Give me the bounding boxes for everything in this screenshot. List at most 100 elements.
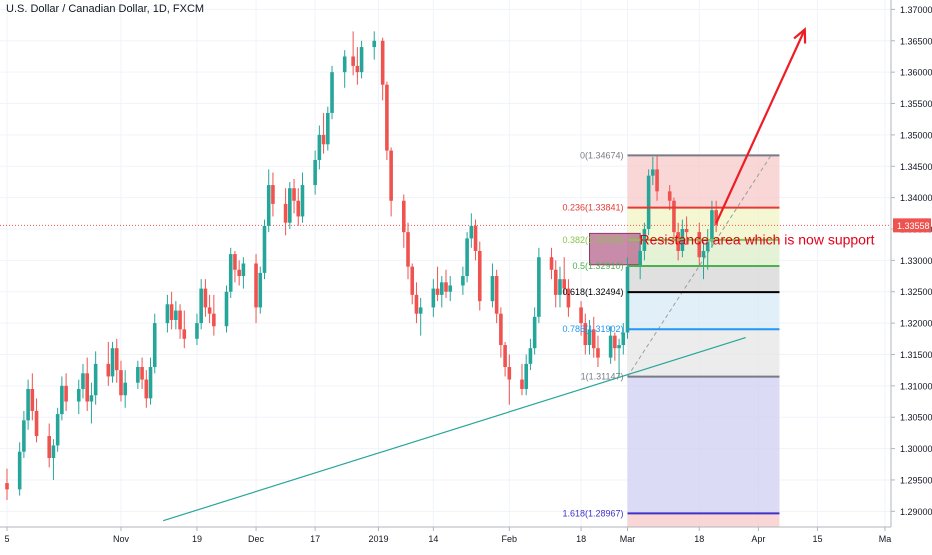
candle (553, 260, 558, 308)
fib-level-label: 0.5(1.32910) (572, 261, 623, 271)
candle (562, 257, 566, 295)
candle-body (76, 388, 81, 402)
candle-body (439, 282, 444, 295)
fib-level-label: 1.618(1.28967) (562, 508, 623, 518)
candle-body (203, 288, 208, 308)
candle-body (317, 134, 322, 160)
candle-body (473, 225, 478, 251)
x-tick-label: 18 (694, 534, 704, 544)
candle-body (667, 191, 672, 201)
candle-body (81, 373, 85, 389)
candle-body (233, 254, 237, 270)
candle (199, 279, 203, 330)
y-tick-label: 1.31000 (900, 381, 932, 391)
candle-body (710, 210, 714, 242)
candle-body (89, 395, 94, 402)
candle-body (148, 367, 153, 399)
candle (410, 263, 415, 305)
candle-body (435, 288, 440, 295)
candle (608, 326, 613, 364)
candle (212, 294, 216, 336)
fib-zone-band (627, 513, 780, 527)
x-tick-label: 15 (812, 534, 822, 544)
candle (617, 338, 621, 377)
candle-body (646, 175, 651, 229)
candle-body (178, 310, 182, 330)
candle-body (266, 185, 271, 226)
candle-body (587, 329, 592, 346)
candle-body (207, 307, 212, 314)
projection-arrow-head (793, 27, 807, 44)
candle-body (676, 232, 680, 251)
candle-body (532, 316, 537, 349)
candle-body (469, 225, 474, 239)
candle-body (410, 266, 415, 295)
candle (148, 357, 153, 405)
resistance-zone (589, 232, 641, 266)
candle (477, 241, 482, 311)
candle (110, 341, 115, 383)
candle (351, 31, 355, 76)
fib-level-label: 1(1.31147) (581, 372, 624, 382)
candle-body (283, 203, 288, 223)
x-tick-label: 18 (576, 534, 586, 544)
candle-body (583, 323, 588, 346)
y-tick-label: 1.36500 (900, 36, 932, 46)
candle (418, 298, 423, 336)
candle-body (144, 379, 149, 399)
candle (558, 266, 562, 308)
candle (136, 360, 140, 389)
candle-body (199, 288, 203, 324)
candle (47, 423, 52, 468)
candle-body (528, 348, 533, 364)
fib-level-label: 0.236(1.33841) (562, 203, 623, 213)
candle-body (212, 313, 216, 327)
candle (701, 241, 706, 280)
y-tick-label: 1.32500 (900, 287, 932, 297)
candle (266, 169, 271, 233)
fib-levels: 0(1.34674) 0.236(1.33841) 0.382(1.33326) 0.… (562, 150, 780, 518)
candle-body (448, 285, 453, 292)
candle (549, 247, 554, 280)
candle (435, 266, 440, 302)
candle-body (228, 254, 233, 292)
candle-body (165, 304, 170, 324)
y-axis-panel (891, 0, 932, 550)
candle (26, 379, 30, 430)
candle-body (372, 40, 377, 48)
y-tick-label: 1.33000 (900, 256, 932, 266)
candle (401, 194, 406, 248)
candle (313, 150, 317, 195)
candle (528, 338, 533, 371)
candle-body (321, 134, 326, 145)
candle (469, 213, 474, 248)
candle (705, 228, 710, 270)
candle (697, 222, 702, 267)
candle (326, 106, 330, 151)
candle (233, 250, 237, 283)
candle-body (549, 257, 554, 270)
candle-body (140, 367, 144, 380)
y-tick-label: 1.37000 (900, 5, 932, 15)
candle-body (313, 159, 317, 186)
candle (5, 468, 9, 501)
candle-body (566, 288, 571, 308)
candle-body (123, 382, 127, 396)
candle-body (385, 84, 389, 151)
candle (714, 200, 718, 233)
candle (224, 285, 229, 333)
candle-body (292, 188, 296, 201)
candle (406, 222, 410, 280)
candle-body (351, 56, 355, 66)
candle-body (418, 307, 423, 314)
candle-body (195, 323, 199, 339)
candle (182, 310, 187, 349)
candle (359, 40, 364, 79)
candle (414, 282, 419, 324)
candle (524, 354, 529, 396)
candle (591, 316, 596, 358)
candle-body (300, 185, 305, 217)
candle (283, 188, 288, 236)
x-tick-label: 2019 (368, 534, 388, 544)
candle (520, 363, 524, 396)
